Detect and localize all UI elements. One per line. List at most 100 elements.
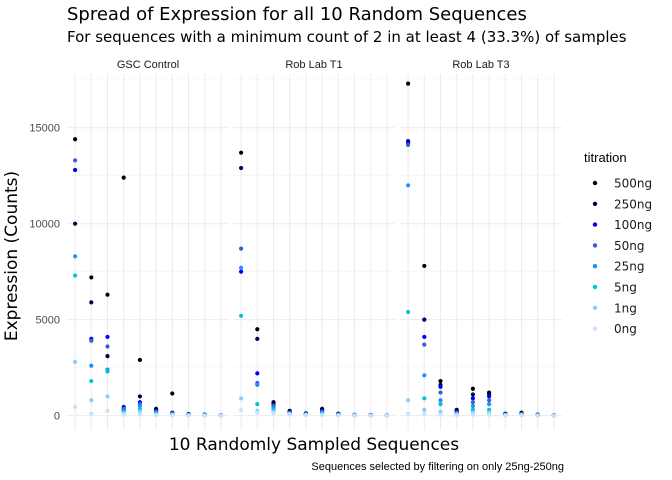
data-point (73, 404, 78, 410)
data-point (255, 410, 260, 415)
legend-key (592, 326, 598, 331)
legend-title: titration (584, 150, 627, 165)
data-point (170, 391, 175, 396)
data-point (137, 412, 142, 417)
legend-label: 100ng (614, 218, 652, 232)
data-point (503, 413, 508, 418)
data-point (303, 412, 308, 418)
data-point (368, 413, 373, 418)
legend-label: 50ng (614, 239, 645, 253)
data-point (422, 407, 427, 412)
data-point (320, 412, 325, 418)
chart-subtitle: For sequences with a minimum count of 2 … (67, 28, 627, 46)
data-point (73, 167, 78, 173)
data-point (89, 411, 94, 416)
data-point (105, 394, 110, 399)
facet-strip-label: GSC Control (117, 59, 179, 71)
legend-key (592, 222, 598, 227)
data-point (239, 265, 244, 270)
data-point (406, 398, 411, 403)
data-point (89, 338, 94, 343)
data-point (255, 371, 260, 376)
legend-label: 250ng (614, 197, 652, 211)
data-point (438, 401, 443, 407)
legend-key (592, 264, 598, 269)
data-point (271, 411, 276, 416)
data-point (422, 396, 427, 401)
y-axis-title: Expression (Counts) (2, 171, 22, 341)
data-point (239, 396, 244, 401)
data-point (470, 403, 475, 409)
data-point (422, 373, 427, 378)
data-point (73, 273, 78, 278)
data-point (137, 403, 142, 409)
data-point (551, 413, 557, 418)
data-point (487, 394, 492, 399)
data-point (535, 413, 540, 418)
y-tick-label: 10000 (29, 219, 60, 231)
data-point (470, 396, 475, 401)
data-point (454, 413, 459, 418)
data-point (487, 407, 492, 412)
data-point (438, 384, 443, 389)
data-point (255, 382, 260, 388)
y-tick-label: 0 (54, 411, 60, 423)
data-point (186, 413, 191, 418)
data-point (438, 378, 443, 384)
data-point (487, 398, 492, 403)
facet-panel: GSC Control (67, 59, 229, 430)
data-point (470, 407, 475, 412)
data-point (137, 394, 142, 399)
data-point (438, 409, 443, 414)
y-tick-label: 15000 (29, 123, 60, 135)
data-point (422, 334, 427, 340)
data-point (438, 390, 443, 395)
data-point (73, 158, 78, 163)
data-point (89, 378, 94, 384)
data-point (105, 334, 110, 340)
data-point (239, 246, 244, 251)
data-point (89, 363, 94, 368)
data-point (73, 137, 78, 142)
data-point (438, 412, 443, 417)
legend-label: 25ng (614, 260, 645, 274)
facet-panels: GSC Control Rob Lab T1 Rob Lab T3 (67, 59, 562, 430)
data-point (406, 309, 411, 315)
data-point (239, 313, 244, 318)
legend-key (592, 201, 598, 206)
data-point (519, 413, 524, 418)
data-point (470, 386, 475, 391)
data-point (105, 354, 110, 359)
facet-panel: Rob Lab T3 (400, 59, 562, 430)
data-point (73, 254, 78, 259)
data-point (89, 398, 94, 403)
legend-key (592, 284, 598, 290)
data-point (121, 412, 126, 417)
data-point (202, 413, 207, 418)
facet-strip-label: Rob Lab T1 (285, 59, 342, 71)
data-point (406, 142, 411, 148)
data-point (105, 344, 110, 349)
data-point (255, 401, 260, 407)
data-point (406, 81, 411, 86)
data-point (154, 412, 159, 418)
data-point (422, 317, 427, 322)
data-point (239, 165, 244, 171)
data-point (487, 412, 492, 417)
legend-key (592, 180, 598, 186)
data-point (352, 413, 357, 418)
x-axis-title: 10 Randomly Sampled Sequences (169, 435, 459, 455)
data-point (89, 300, 94, 305)
y-axis-ticks: 0 5000 10000 15000 (29, 123, 60, 423)
data-point (89, 275, 94, 280)
data-point (218, 413, 223, 418)
data-point (287, 412, 292, 417)
data-point (470, 412, 475, 417)
data-point (239, 407, 244, 412)
facet-panel: Rob Lab T1 (233, 59, 395, 430)
legend-key (592, 305, 598, 310)
data-point (137, 357, 142, 363)
data-point (137, 406, 142, 411)
data-point (406, 183, 411, 188)
